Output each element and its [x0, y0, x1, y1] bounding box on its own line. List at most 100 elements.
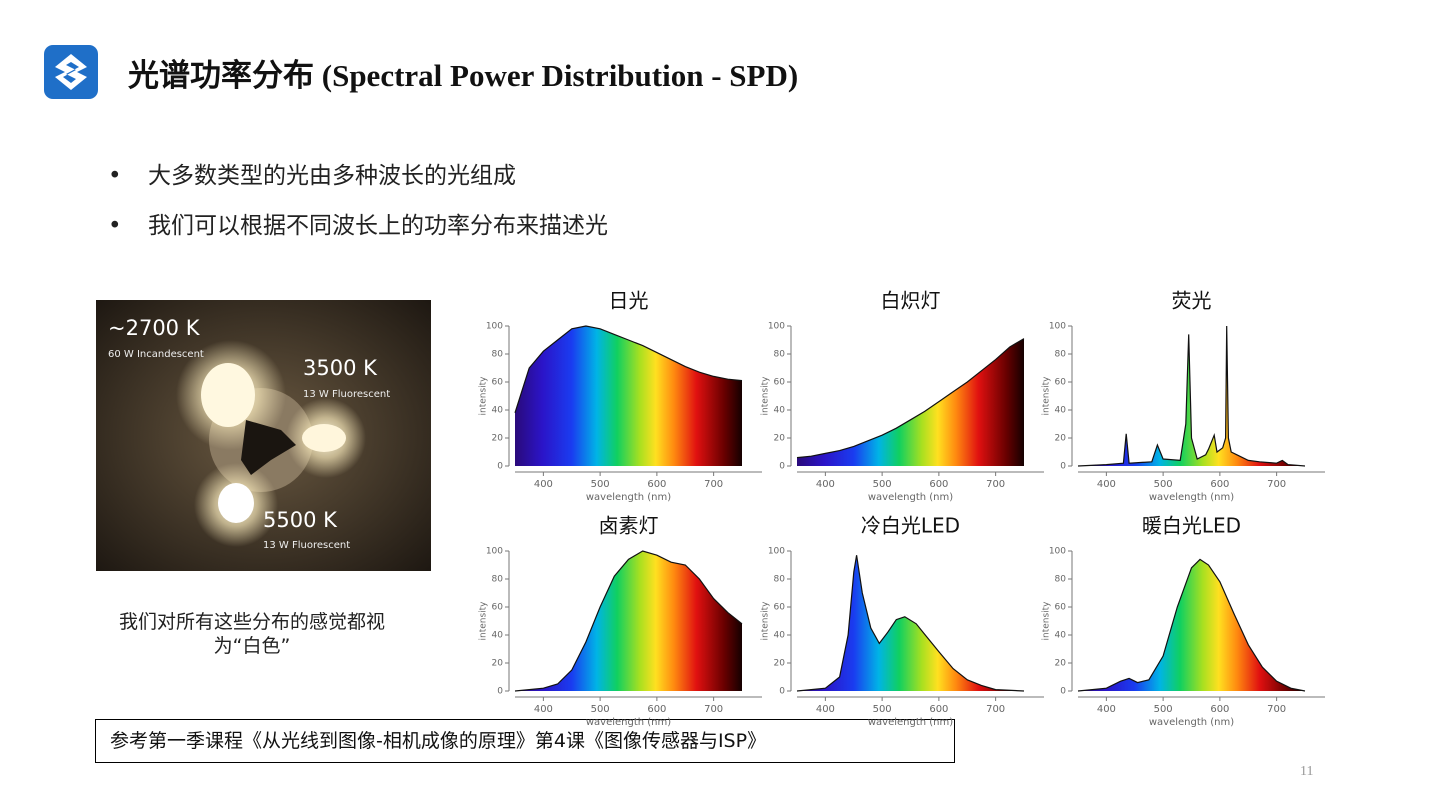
y-tick-label: 100 — [486, 322, 503, 332]
y-tick-label: 60 — [1055, 378, 1067, 388]
y-tick-label: 20 — [1055, 434, 1067, 444]
x-tick-label: 600 — [929, 479, 948, 490]
x-tick-label: 400 — [816, 479, 835, 490]
y-tick-label: 80 — [1055, 350, 1067, 360]
chart-title: 暖白光LED — [1142, 514, 1241, 538]
x-axis-label: wavelength (nm) — [868, 492, 953, 503]
y-tick-label: 0 — [1060, 687, 1066, 697]
spectrum-line — [514, 550, 743, 692]
y-tick-label: 80 — [774, 575, 786, 585]
caption: 我们对所有这些分布的感觉都视为“白色” — [118, 611, 385, 657]
area-fill — [1078, 326, 1305, 466]
y-tick-label: 60 — [774, 378, 786, 388]
y-tick-label: 40 — [492, 406, 504, 416]
x-tick-label: 400 — [534, 479, 553, 490]
y-tick-label: 100 — [486, 547, 503, 557]
x-tick-label: 500 — [1154, 479, 1173, 490]
chart: 卤素灯 0 20 40 60 80 100 400 500 600 700 wavelength (n… — [479, 514, 762, 728]
y-tick-label: 0 — [497, 462, 503, 472]
y-tick-label: 20 — [492, 434, 504, 444]
x-tick-label: 600 — [929, 704, 948, 715]
bullet-text: 我们可以根据不同波长上的功率分布来描述光 — [148, 213, 608, 239]
chart-title: 白炽灯 — [881, 289, 941, 313]
photo-desc: 13 W Fluorescent — [263, 540, 350, 551]
chart: 日光 0 20 40 60 80 100 400 500 600 700 wavelength (nm… — [479, 289, 762, 503]
chart: 暖白光LED 0 20 40 60 80 100 400 500 600 700 wavelength… — [1042, 514, 1325, 728]
x-tick-label: 700 — [704, 704, 723, 715]
y-axis-label: intensity — [479, 376, 489, 416]
photo-temp: 5500 K — [263, 508, 338, 532]
y-tick-label: 80 — [774, 350, 786, 360]
y-tick-label: 40 — [492, 631, 504, 641]
y-tick-label: 20 — [774, 659, 786, 669]
bullet: • 大多数类型的光由多种波长的光组成 — [108, 163, 516, 189]
page-number: 11 — [1300, 764, 1314, 779]
x-tick-label: 500 — [591, 704, 610, 715]
x-tick-label: 700 — [1267, 479, 1286, 490]
reference-box: 参考第一季课程《从光线到图像-相机成像的原理》第4课《图像传感器与ISP》 — [95, 719, 955, 763]
chart: 冷白光LED 0 20 40 60 80 100 400 500 600 700 wavelength… — [761, 514, 1044, 728]
area-fill — [797, 555, 1024, 691]
y-tick-label: 40 — [1055, 406, 1067, 416]
y-tick-label: 60 — [774, 603, 786, 613]
photo-temp: ~2700 K — [108, 316, 201, 340]
chart-title: 冷白光LED — [861, 514, 960, 538]
area-fill — [797, 338, 1024, 466]
bullet: • 我们可以根据不同波长上的功率分布来描述光 — [108, 213, 608, 239]
spectrum-line — [796, 555, 1025, 692]
x-axis-label: wavelength (nm) — [1149, 717, 1234, 728]
y-tick-label: 100 — [1049, 322, 1066, 332]
y-tick-label: 20 — [1055, 659, 1067, 669]
y-tick-label: 40 — [1055, 631, 1067, 641]
bullet-text: 大多数类型的光由多种波长的光组成 — [148, 163, 516, 189]
slide-title: 光谱功率分布 (Spectral Power Distribution - SP… — [128, 58, 799, 93]
y-tick-label: 80 — [492, 350, 504, 360]
y-axis-label: intensity — [761, 601, 771, 641]
x-tick-label: 500 — [873, 704, 892, 715]
x-tick-label: 600 — [647, 479, 666, 490]
y-tick-label: 60 — [492, 378, 504, 388]
chart-title: 荧光 — [1172, 289, 1212, 313]
x-axis-label: wavelength (nm) — [1149, 492, 1234, 503]
area-fill — [515, 551, 742, 691]
y-axis-label: intensity — [1042, 601, 1052, 641]
x-tick-label: 600 — [647, 704, 666, 715]
x-tick-label: 400 — [534, 704, 553, 715]
y-tick-label: 100 — [768, 547, 785, 557]
y-axis-label: intensity — [761, 376, 771, 416]
x-tick-label: 700 — [986, 479, 1005, 490]
y-tick-label: 100 — [768, 322, 785, 332]
y-axis-label: intensity — [1042, 376, 1052, 416]
x-axis-label: wavelength (nm) — [586, 492, 671, 503]
spectrum-line — [796, 338, 1025, 459]
x-tick-label: 500 — [1154, 704, 1173, 715]
photo-desc: 60 W Incandescent — [108, 349, 204, 360]
y-tick-label: 80 — [492, 575, 504, 585]
x-tick-label: 600 — [1210, 479, 1229, 490]
chart-title: 卤素灯 — [599, 514, 659, 538]
area-fill — [1078, 559, 1305, 691]
y-tick-label: 20 — [492, 659, 504, 669]
y-tick-label: 40 — [774, 406, 786, 416]
y-tick-label: 80 — [1055, 575, 1067, 585]
y-tick-label: 100 — [1049, 547, 1066, 557]
x-axis-label: wavelength (nm) — [868, 717, 953, 728]
x-tick-label: 700 — [1267, 704, 1286, 715]
photo-desc: 13 W Fluorescent — [303, 389, 390, 400]
y-tick-label: 0 — [497, 687, 503, 697]
x-tick-label: 500 — [873, 479, 892, 490]
y-axis-label: intensity — [479, 601, 489, 641]
spectrum-line — [1077, 558, 1306, 692]
chart: 白炽灯 0 20 40 60 80 100 400 500 600 700 wavelength (n… — [761, 289, 1044, 503]
x-tick-label: 700 — [986, 704, 1005, 715]
x-tick-label: 600 — [1210, 704, 1229, 715]
spectrum-line — [514, 325, 743, 413]
x-tick-label: 700 — [704, 479, 723, 490]
x-axis-label: wavelength (nm) — [586, 717, 671, 728]
bulb-photo: ~2700 K 60 W Incandescent 3500 K 13 W Fl… — [96, 300, 431, 571]
y-tick-label: 60 — [492, 603, 504, 613]
x-tick-label: 400 — [816, 704, 835, 715]
x-tick-label: 400 — [1097, 479, 1116, 490]
y-tick-label: 0 — [779, 462, 785, 472]
